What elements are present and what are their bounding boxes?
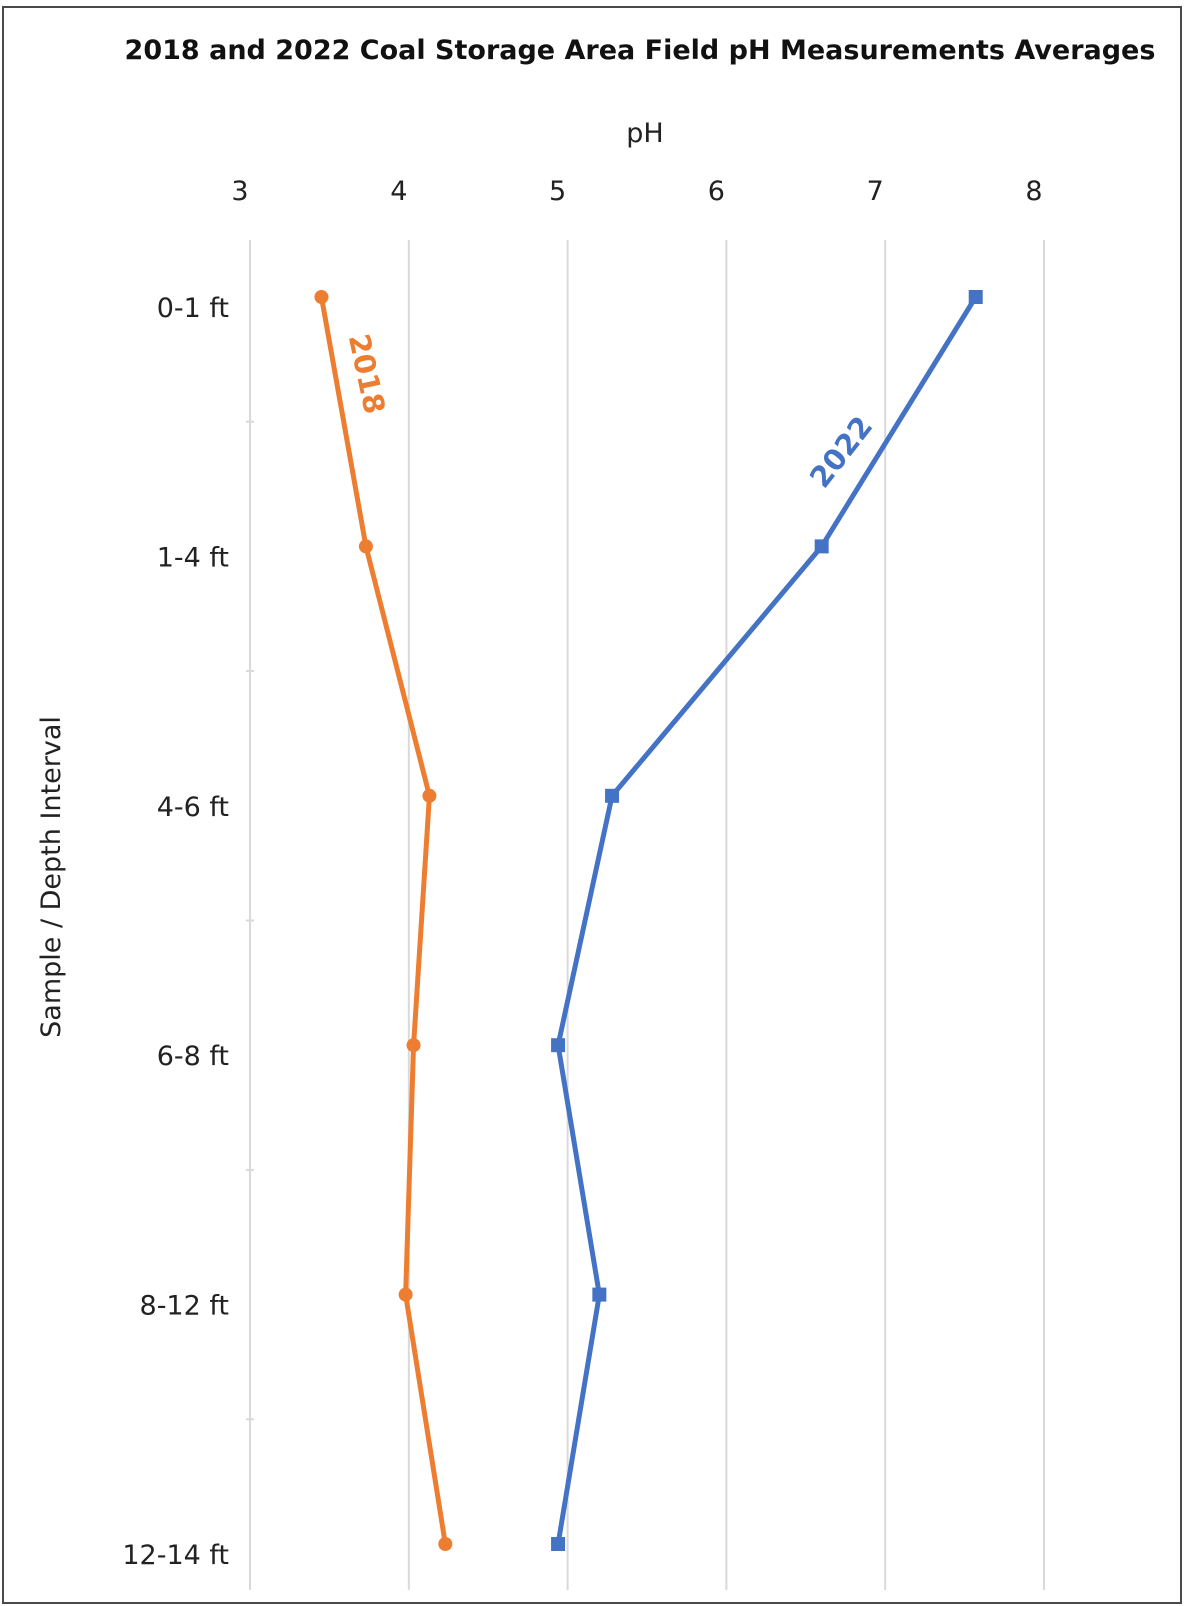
data-point-2022-1 — [814, 539, 829, 554]
x-axis-title: pH — [626, 118, 663, 149]
data-point-2018-0 — [314, 290, 329, 304]
x-tick-label-3: 3 — [231, 176, 248, 207]
data-point-2022-2 — [605, 788, 620, 803]
x-tick-label-5: 5 — [549, 176, 566, 207]
series-label-2018: 2018 — [342, 331, 392, 417]
y-tick-label-4-6ft: 4-6 ft — [157, 792, 229, 823]
y-tick-label-12-14ft: 12-14 ft — [122, 1540, 229, 1571]
x-tick-label-8: 8 — [1025, 176, 1042, 207]
x-tick-label-6: 6 — [708, 176, 725, 207]
y-tick-label-0-1ft: 0-1 ft — [157, 293, 229, 324]
y-tick-label-8-12ft: 8-12 ft — [140, 1291, 229, 1322]
data-point-2022-3 — [551, 1038, 566, 1053]
series-line-2022 — [555, 295, 978, 1545]
series-line-2018 — [318, 296, 448, 1545]
y-tick-label-6-8ft: 6-8 ft — [157, 1041, 229, 1072]
data-point-2018-3 — [406, 1038, 421, 1053]
data-point-2018-4 — [398, 1287, 413, 1302]
data-point-2018-5 — [438, 1537, 453, 1551]
data-point-2022-5 — [551, 1537, 566, 1551]
data-point-2022-4 — [592, 1287, 607, 1302]
y-axis-title: Sample / Depth Interval — [36, 716, 67, 1038]
data-point-2018-2 — [422, 788, 437, 803]
x-tick-label-4: 4 — [390, 176, 407, 207]
series-label-2022: 2022 — [803, 410, 879, 495]
data-point-2022-0 — [968, 290, 983, 304]
chart-title: 2018 and 2022 Coal Storage Area Field pH… — [125, 35, 1156, 66]
x-tick-label-7: 7 — [867, 176, 884, 207]
data-point-2018-1 — [358, 539, 373, 554]
y-tick-label-1-4ft: 1-4 ft — [157, 542, 229, 573]
